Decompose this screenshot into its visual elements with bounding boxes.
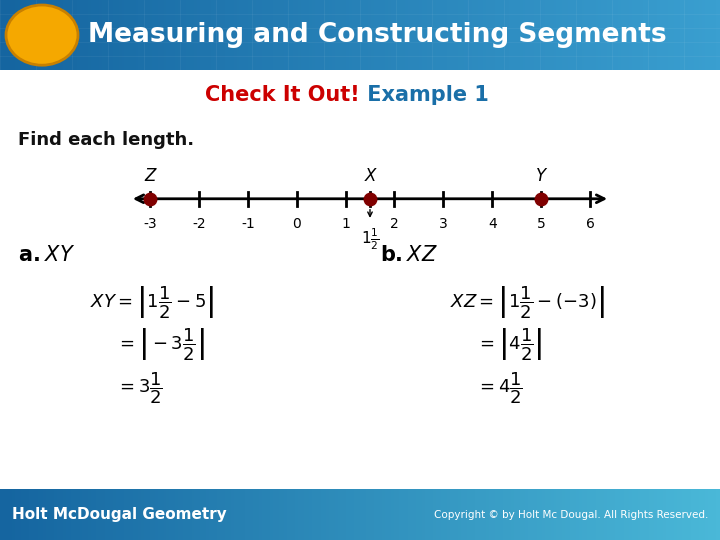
Text: 4: 4 — [488, 217, 497, 231]
Text: 3: 3 — [439, 217, 448, 231]
Text: Y: Y — [536, 167, 546, 185]
Text: $=\left|-3\dfrac{1}{2}\right|$: $=\left|-3\dfrac{1}{2}\right|$ — [116, 326, 204, 362]
Text: $\mathit{XY}$: $\mathit{XY}$ — [44, 245, 76, 265]
Text: $\mathit{XZ}=\left|1\dfrac{1}{2}-(-3)\right|$: $\mathit{XZ}=\left|1\dfrac{1}{2}-(-3)\ri… — [450, 284, 605, 320]
Text: -2: -2 — [192, 217, 206, 231]
Text: $=\left|4\dfrac{1}{2}\right|$: $=\left|4\dfrac{1}{2}\right|$ — [476, 326, 543, 362]
Text: 6: 6 — [585, 217, 595, 231]
Text: $\bf{b.}$: $\bf{b.}$ — [380, 245, 402, 265]
Text: $=4\dfrac{1}{2}$: $=4\dfrac{1}{2}$ — [476, 371, 523, 407]
Text: X: X — [364, 167, 376, 185]
Text: Find each length.: Find each length. — [18, 131, 194, 149]
Text: Holt McDougal Geometry: Holt McDougal Geometry — [12, 508, 227, 522]
Text: Copyright © by Holt Mc Dougal. All Rights Reserved.: Copyright © by Holt Mc Dougal. All Right… — [433, 510, 708, 520]
Text: 1: 1 — [341, 217, 350, 231]
Text: $1\frac{1}{2}$: $1\frac{1}{2}$ — [361, 227, 379, 252]
Text: Check It Out!: Check It Out! — [205, 85, 360, 105]
Ellipse shape — [6, 5, 78, 65]
Text: $=3\dfrac{1}{2}$: $=3\dfrac{1}{2}$ — [116, 371, 163, 407]
Text: 5: 5 — [536, 217, 546, 231]
Text: $\bf{a.}$: $\bf{a.}$ — [18, 245, 40, 265]
Text: -1: -1 — [241, 217, 255, 231]
Text: $\mathit{XZ}$: $\mathit{XZ}$ — [406, 245, 438, 265]
Text: 2: 2 — [390, 217, 399, 231]
Text: Z: Z — [144, 167, 156, 185]
Text: 0: 0 — [292, 217, 301, 231]
Text: Measuring and Constructing Segments: Measuring and Constructing Segments — [88, 22, 667, 48]
Text: $\mathit{XY}=\left|1\dfrac{1}{2}-5\right|$: $\mathit{XY}=\left|1\dfrac{1}{2}-5\right… — [90, 284, 215, 320]
Text: Example 1: Example 1 — [360, 85, 489, 105]
Text: -3: -3 — [143, 217, 157, 231]
